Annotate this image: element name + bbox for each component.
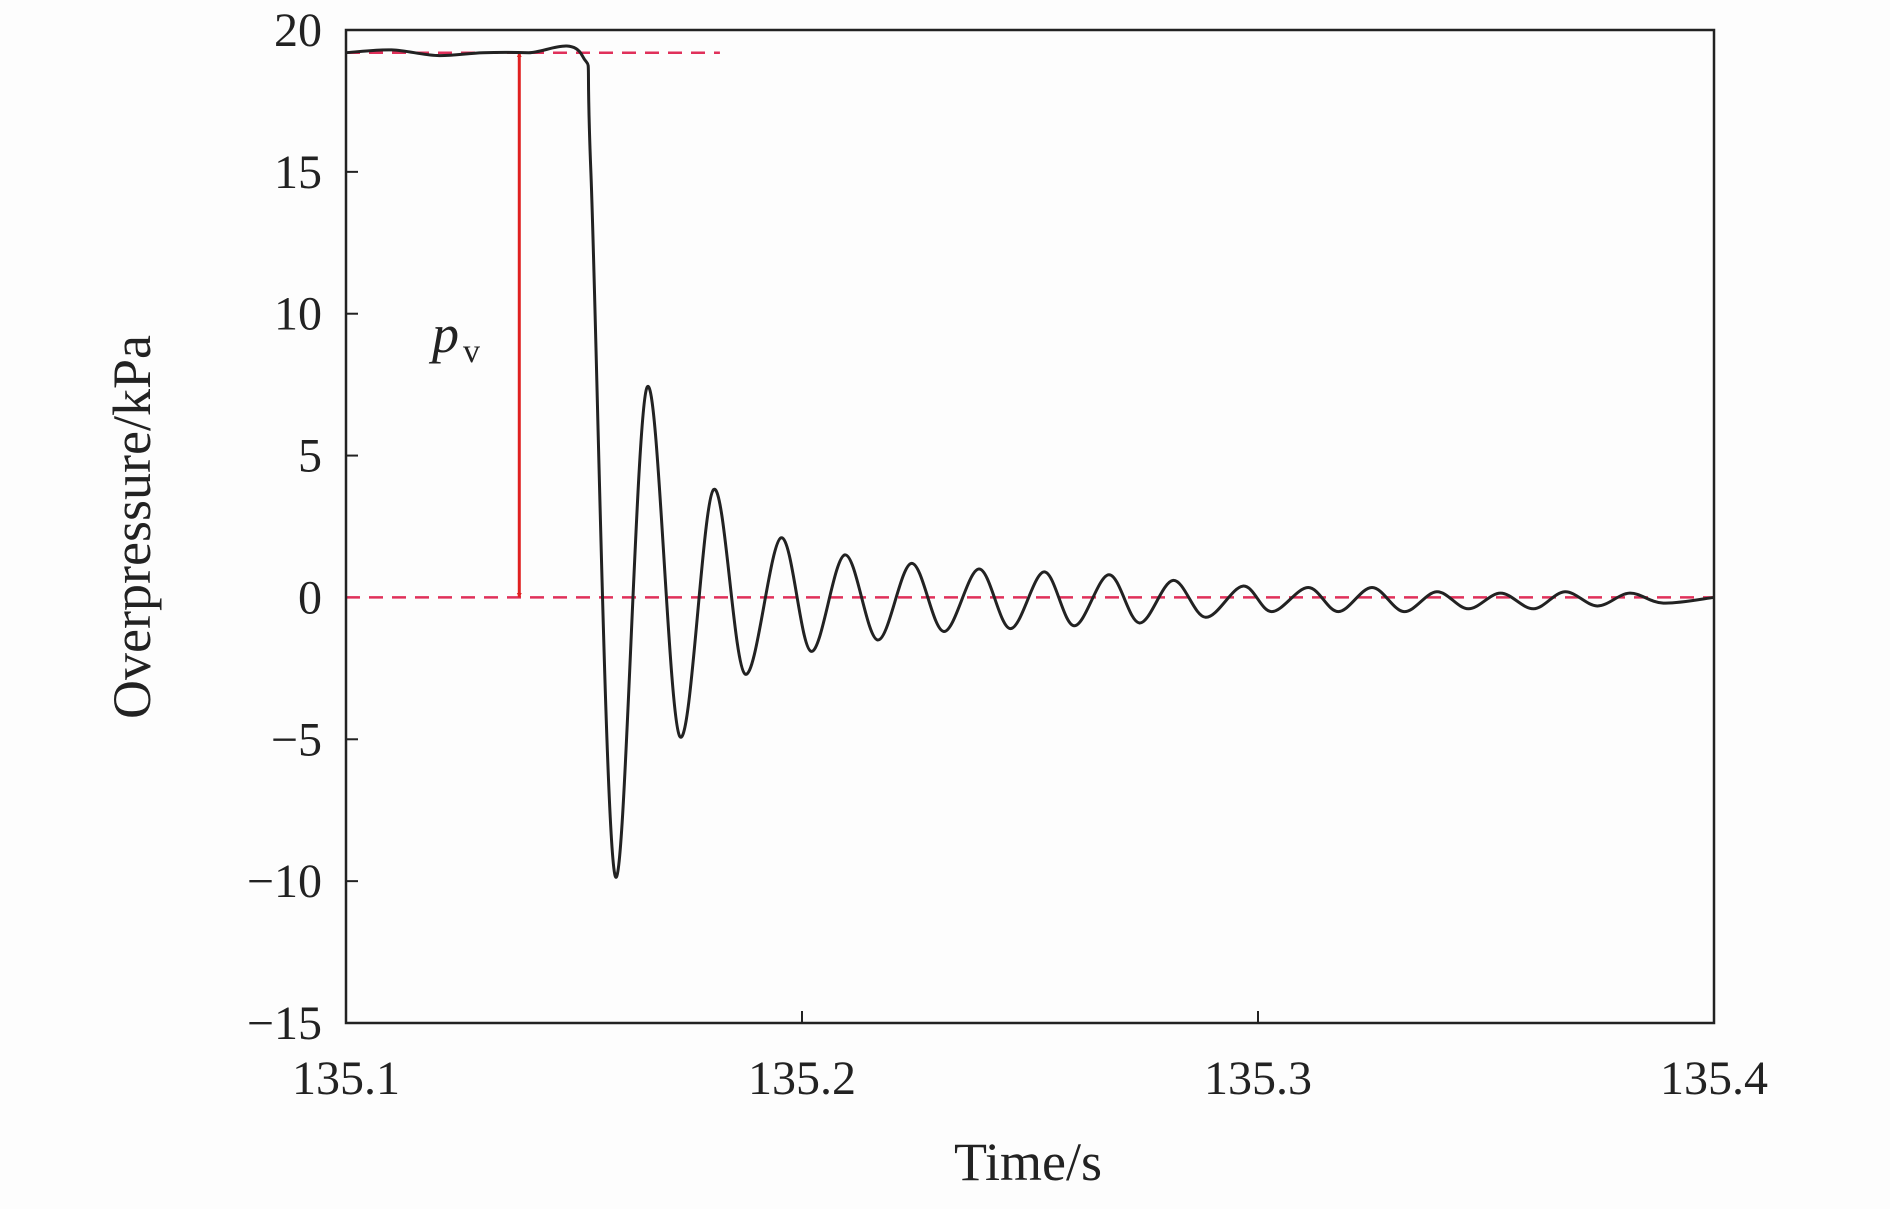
y-tick-label: 0	[298, 571, 322, 624]
y-tick-label: −10	[247, 855, 322, 908]
y-tick-label: 10	[274, 288, 322, 341]
annotation-subscript: v	[463, 333, 480, 370]
y-tick-label: 15	[274, 146, 322, 199]
x-axis-title: Time/s	[954, 1132, 1102, 1192]
y-tick-label: −5	[271, 713, 322, 766]
annotation-text: p	[428, 304, 459, 364]
data-line	[345, 44, 1715, 879]
x-tick-label: 135.2	[748, 1052, 856, 1105]
y-axis-title: Overpressure/kPa	[102, 335, 162, 719]
plot-frame	[344, 28, 1716, 1025]
y-tick-label: −15	[247, 997, 322, 1050]
x-tick-label: 135.4	[1660, 1052, 1768, 1105]
x-tick-label: 135.3	[1204, 1052, 1312, 1105]
x-tick-label: 135.1	[292, 1052, 400, 1105]
y-tick-label: 20	[274, 4, 322, 57]
y-tick-label: 5	[298, 430, 322, 483]
